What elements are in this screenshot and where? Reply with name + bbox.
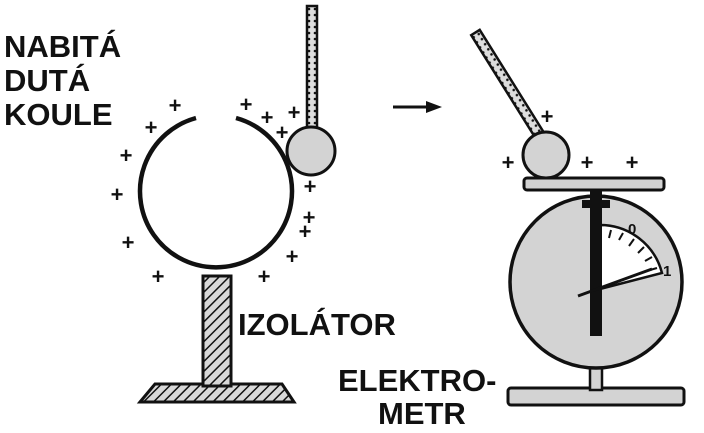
charge-sign: + <box>299 219 312 244</box>
electrometer-plate <box>522 176 666 192</box>
charge-sign: + <box>276 120 289 145</box>
electrometer-rod-cap <box>582 200 610 208</box>
probe-ball-left <box>285 125 337 177</box>
electrometer-rod <box>590 190 602 336</box>
label-electrometer-line2: METR <box>378 396 466 431</box>
probe-rod-left <box>305 4 319 134</box>
sphere-base <box>136 382 297 404</box>
charge-sign: + <box>120 143 133 168</box>
probe-ball-right <box>521 130 571 180</box>
electrometer-apparatus: 0 1 + + + + <box>469 28 686 407</box>
label-charged-sphere-line3: KOULE <box>4 97 113 132</box>
label-electrometer-line1: ELEKTRO- <box>338 363 497 398</box>
charge-sign: + <box>626 150 639 175</box>
scale-label-zero: 0 <box>628 221 636 238</box>
charge-sign: + <box>240 92 253 117</box>
charge-sign: + <box>111 182 124 207</box>
charge-sign: + <box>304 174 317 199</box>
charge-sign: + <box>261 105 274 130</box>
label-charged-sphere-line1: NABITÁ <box>4 29 122 64</box>
label-charged-sphere-line2: DUTÁ <box>4 63 91 98</box>
electrometer-charges: + + + + <box>502 104 639 175</box>
insulator-stand <box>201 274 233 388</box>
charge-sign: + <box>122 230 135 255</box>
probe-rod-right <box>469 28 549 144</box>
charge-sign: + <box>152 264 165 289</box>
charge-sign: + <box>541 104 554 129</box>
electrometer-needle <box>577 267 653 298</box>
charge-sign: + <box>286 244 299 269</box>
transfer-arrow <box>393 101 442 113</box>
charge-sign: + <box>581 150 594 175</box>
label-insulator: IZOLÁTOR <box>238 307 396 342</box>
charge-sign: + <box>258 264 271 289</box>
scale-label-one: 1 <box>663 263 671 280</box>
charge-sign: + <box>303 205 316 230</box>
charge-sign: + <box>502 150 515 175</box>
hollow-sphere <box>137 115 295 270</box>
electrometer-scale <box>598 223 664 291</box>
charge-sign: + <box>288 100 301 125</box>
charge-sign: + <box>169 93 182 118</box>
charge-sign: + <box>145 115 158 140</box>
hollow-sphere-apparatus: + + + + + + + + + + + + + + + <box>111 4 337 404</box>
sphere-charges: + + + + + + + + + + + + + + + <box>111 92 317 289</box>
